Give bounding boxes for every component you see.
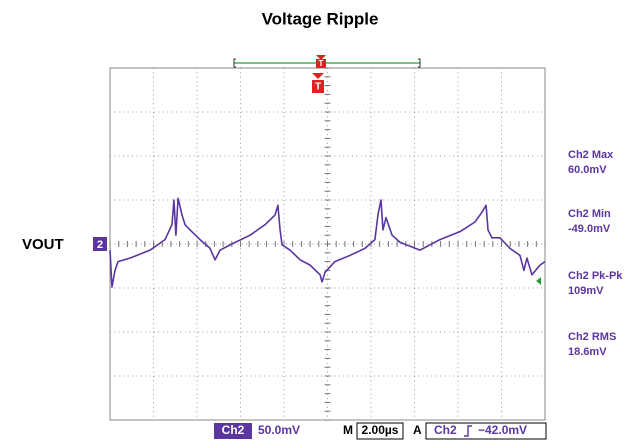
measurement-name: Ch2 Max [568,149,614,161]
status-scale: 50.0mV [258,423,300,437]
slope-icon [464,425,472,437]
trigger-bracket: T T [233,55,421,93]
status-a: A [413,423,422,437]
status-box [356,422,404,440]
svg-text:T: T [319,59,324,68]
channel-marker-box [93,237,107,251]
status-timebase: 2.00µs [362,423,399,437]
y-label: VOUT [22,236,64,253]
status-bar: Ch2 50.0mV M 2.00µs A Ch2 −42.0mV [214,422,547,440]
trigger-level-arrow [536,277,541,285]
svg-text:T: T [315,82,321,93]
measurement-name: Ch2 Pk-Pk [568,270,623,282]
status-trigger-channel: Ch2 [434,423,457,437]
measurement-value: 18.6mV [568,346,607,358]
measurements: Ch2 Max 60.0mV Ch2 Min -49.0mV Ch2 Pk-Pk 109m… [568,149,623,358]
trace [109,197,546,288]
status-box [214,423,252,439]
measurement-value: -49.0mV [568,223,611,235]
chart-title: Voltage Ripple [262,9,379,28]
status-trigger-level: −42.0mV [478,423,527,437]
measurement-value: 109mV [568,285,604,297]
channel-marker: 2 [97,239,103,251]
measurement-name: Ch2 Min [568,208,611,220]
status-channel: Ch2 [222,423,245,437]
measurement-value: 60.0mV [568,164,607,176]
status-box [425,422,547,440]
measurement-name: Ch2 RMS [568,331,616,343]
status-m: M [343,423,353,437]
